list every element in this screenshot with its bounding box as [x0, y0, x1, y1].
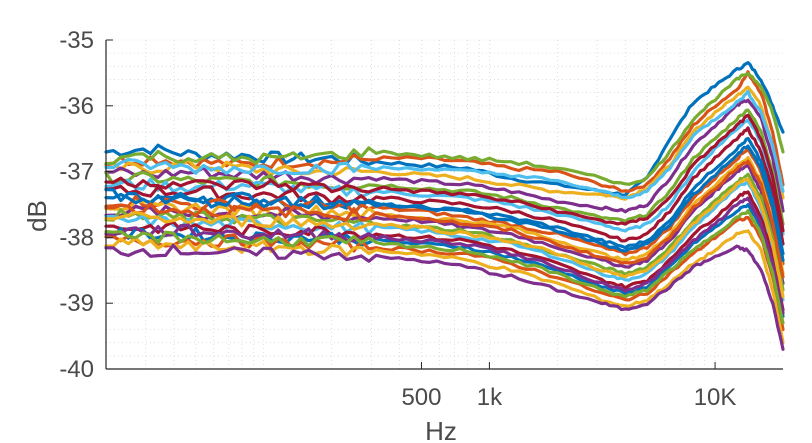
y-tick-label: -39	[59, 290, 94, 317]
x-tick-label: 10K	[694, 384, 737, 411]
series-layer	[104, 61, 785, 351]
y-tick-label: -38	[59, 224, 94, 251]
series-line	[104, 89, 785, 200]
series-line	[104, 108, 785, 226]
y-tick-label: -35	[59, 27, 94, 54]
series-line	[104, 159, 785, 279]
series-line	[104, 98, 785, 214]
axes	[105, 40, 783, 370]
series-line	[104, 144, 785, 262]
x-tick-label: 500	[401, 384, 441, 411]
y-axis-label: dB	[22, 200, 52, 232]
series-line	[104, 196, 785, 315]
series-line	[104, 118, 785, 236]
series-line	[104, 209, 785, 325]
y-tick-label: -40	[59, 356, 94, 383]
x-tick-label: 1k	[477, 384, 503, 411]
series-line	[104, 85, 785, 201]
series-line	[104, 177, 785, 299]
tick-labels: -35 -36 -37 -38 -39 -40 500 1k 10K	[59, 27, 736, 411]
series-line	[104, 113, 785, 233]
y-tick-label: -36	[59, 93, 94, 120]
series-line	[104, 190, 785, 312]
x-axis-label: Hz	[425, 416, 457, 443]
series-line	[104, 229, 785, 345]
series-line	[104, 136, 785, 256]
series-line	[104, 72, 785, 186]
series-line	[104, 243, 785, 351]
y-tick-label: -37	[59, 159, 94, 186]
series-line	[104, 126, 785, 246]
